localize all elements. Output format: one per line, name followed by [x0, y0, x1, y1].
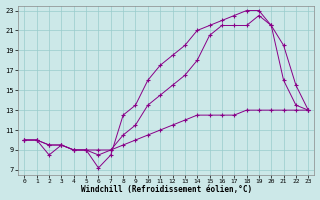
X-axis label: Windchill (Refroidissement éolien,°C): Windchill (Refroidissement éolien,°C) — [81, 185, 252, 194]
